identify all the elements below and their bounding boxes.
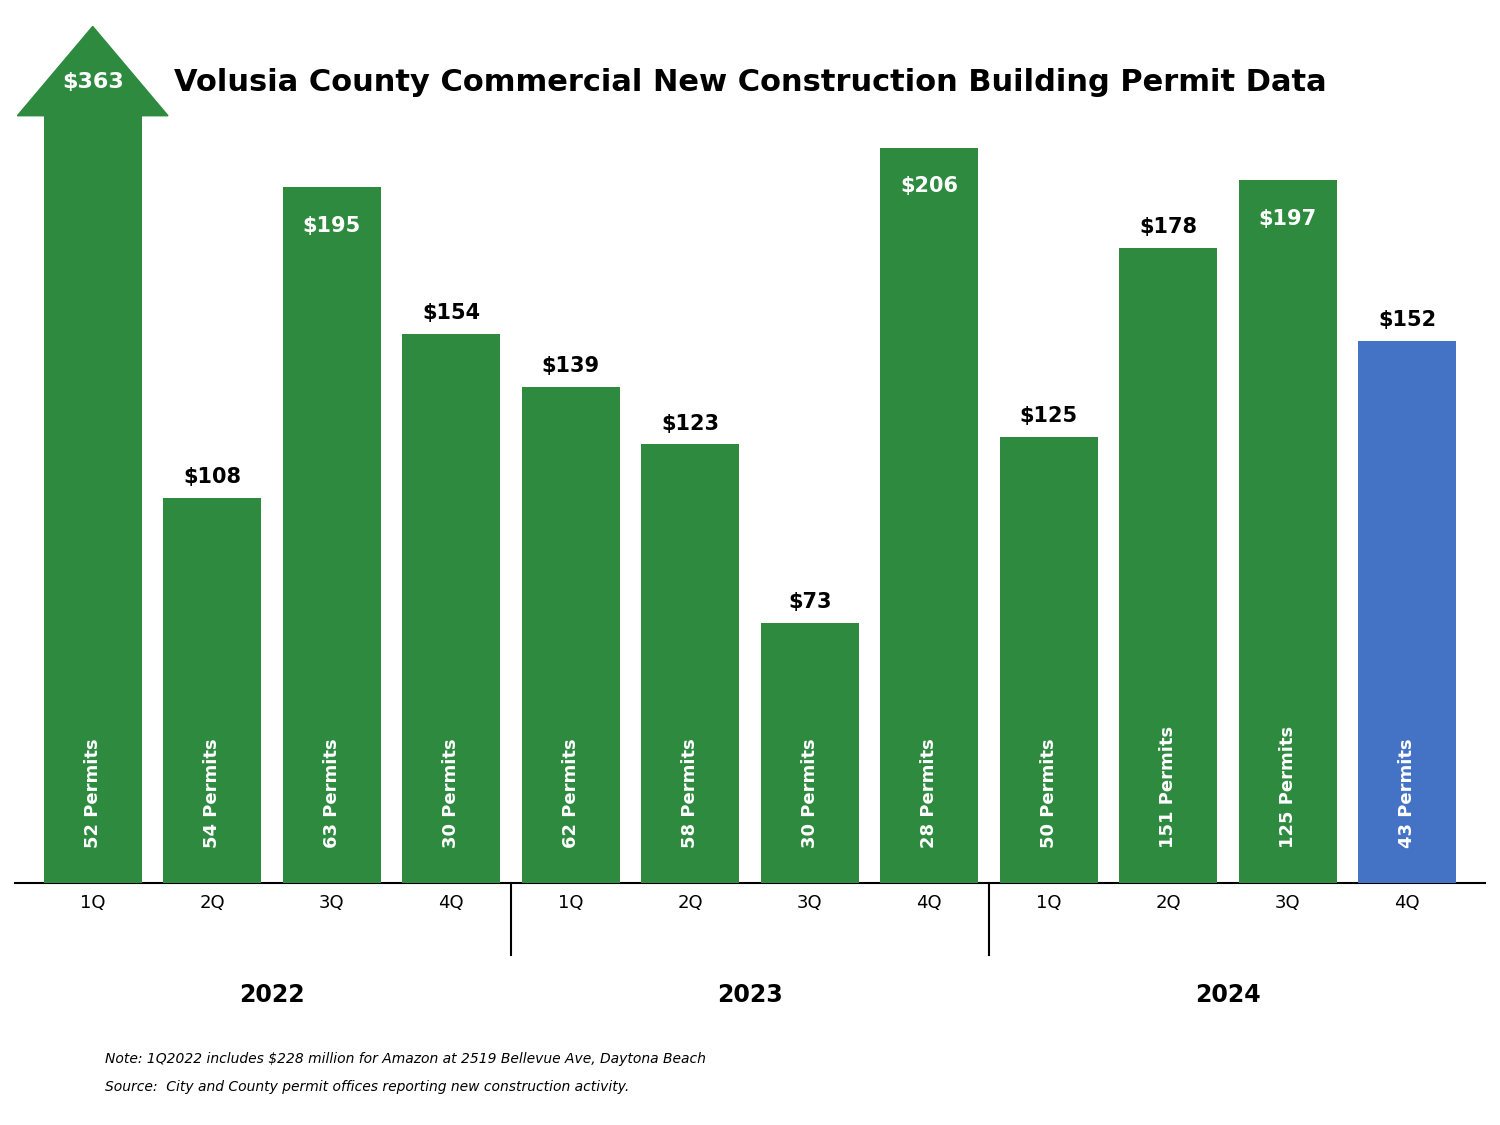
Text: Note: 1Q2022 includes $228 million for Amazon at 2519 Bellevue Ave, Daytona Beac: Note: 1Q2022 includes $228 million for A… <box>105 1052 706 1066</box>
Bar <box>282 187 381 883</box>
Text: 52 Permits: 52 Permits <box>84 738 102 847</box>
Text: $195: $195 <box>303 216 362 236</box>
Text: 63 Permits: 63 Permits <box>322 738 340 847</box>
Text: $125: $125 <box>1020 406 1078 426</box>
Text: $154: $154 <box>422 303 480 323</box>
Text: 30 Permits: 30 Permits <box>442 738 460 847</box>
Text: 28 Permits: 28 Permits <box>921 738 939 847</box>
Text: 50 Permits: 50 Permits <box>1040 738 1058 847</box>
Text: 151 Permits: 151 Permits <box>1160 726 1178 847</box>
Bar <box>1239 180 1336 883</box>
Text: $152: $152 <box>1378 310 1437 330</box>
Text: Source:  City and County permit offices reporting new construction activity.: Source: City and County permit offices r… <box>105 1080 630 1095</box>
Bar <box>640 444 740 883</box>
Text: $73: $73 <box>788 592 831 612</box>
Bar <box>760 623 859 883</box>
Bar <box>402 333 500 883</box>
Bar <box>1359 341 1456 883</box>
Text: $363: $363 <box>62 72 123 92</box>
Text: $139: $139 <box>542 357 600 377</box>
Bar <box>522 387 620 883</box>
Bar <box>1000 438 1098 883</box>
Bar <box>1119 248 1218 883</box>
Text: $206: $206 <box>900 177 958 197</box>
Text: $123: $123 <box>662 414 718 433</box>
Text: 54 Permits: 54 Permits <box>202 738 220 847</box>
Text: $108: $108 <box>183 467 242 487</box>
Bar <box>44 116 141 883</box>
Text: 58 Permits: 58 Permits <box>681 738 699 847</box>
Text: 43 Permits: 43 Permits <box>1398 738 1416 847</box>
Polygon shape <box>18 27 168 116</box>
Text: 62 Permits: 62 Permits <box>561 738 579 847</box>
Text: 2024: 2024 <box>1196 983 1262 1007</box>
Text: 2023: 2023 <box>717 983 783 1007</box>
Bar <box>164 497 261 883</box>
Text: $178: $178 <box>1140 217 1197 237</box>
Bar <box>880 147 978 883</box>
Text: 125 Permits: 125 Permits <box>1280 726 1298 847</box>
Text: 30 Permits: 30 Permits <box>801 738 819 847</box>
Text: 2022: 2022 <box>238 983 304 1007</box>
Title: Volusia County Commercial New Construction Building Permit Data: Volusia County Commercial New Constructi… <box>174 68 1326 97</box>
Text: $197: $197 <box>1258 208 1317 228</box>
